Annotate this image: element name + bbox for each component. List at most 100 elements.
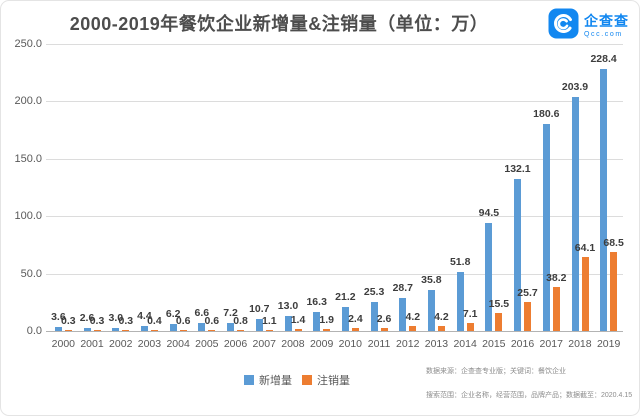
bar-new-additions-2002 (112, 327, 120, 331)
x-axis-label-2012: 2012 (396, 338, 420, 350)
y-axis-label-100.0: 100.0 (14, 210, 42, 223)
qcc-logo-name: 企查查 (584, 13, 629, 29)
gridline-150.0 (46, 158, 623, 160)
x-axis-label-2013: 2013 (424, 338, 449, 350)
bar-new-additions-2000 (54, 326, 62, 331)
bar-deregistrations-2000 (64, 329, 72, 331)
bar-new-additions-2017 (542, 123, 550, 331)
x-axis-label-2002: 2002 (109, 338, 133, 350)
data-label-new-additions-2004: 6.2 (165, 307, 181, 320)
chart-title: 2000-2019年餐饮企业新增量&注销量（单位：万） (69, 14, 489, 34)
data-label-deregistrations-2011: 2.6 (376, 313, 392, 325)
bar-new-additions-2007 (255, 318, 263, 331)
bar-new-additions-2001 (83, 328, 91, 331)
x-axis-label-2008: 2008 (281, 338, 305, 350)
data-label-new-additions-2009: 16.3 (306, 296, 327, 309)
bar-deregistrations-2011 (380, 328, 388, 331)
data-label-deregistrations-2008: 1.4 (290, 314, 306, 327)
bar-deregistrations-2009 (323, 328, 331, 331)
x-axis-label-2000: 2000 (51, 338, 76, 350)
bar-new-additions-2004 (169, 323, 177, 331)
x-axis-label-2011: 2011 (367, 338, 391, 350)
gridline-100.0 (46, 216, 623, 218)
legend-item-deregistrations: 注销量 (302, 372, 350, 388)
data-label-deregistrations-2003: 0.4 (147, 314, 162, 327)
gridline-50.0 (46, 273, 623, 275)
data-label-deregistrations-2005: 0.6 (204, 314, 220, 327)
x-axis-label-2005: 2005 (195, 338, 219, 350)
bar-deregistrations-2002 (122, 329, 130, 331)
x-axis-label-2004: 2004 (166, 338, 190, 350)
bar-new-additions-2003 (140, 325, 148, 331)
bar-deregistrations-2016 (524, 301, 531, 331)
data-label-deregistrations-2014: 7.1 (462, 307, 478, 320)
data-label-deregistrations-2019: 68.5 (603, 237, 624, 250)
data-label-deregistrations-2007: 1.1 (261, 314, 277, 327)
x-axis-label-2010: 2010 (338, 338, 363, 350)
gridline-200.0 (46, 101, 623, 103)
bar-new-additions-2018 (571, 96, 579, 331)
bar-new-additions-2006 (227, 322, 234, 331)
x-axis-label-2009: 2009 (309, 338, 334, 350)
bar-deregistrations-2005 (208, 329, 216, 331)
data-label-deregistrations-2013: 4.2 (434, 311, 449, 324)
footnotes: 数据来源：企查查专业版；关键词：餐饮企业 搜索范围：企业名称，经营范围，品牌产品… (426, 367, 636, 401)
x-axis-label-2003: 2003 (137, 338, 162, 350)
data-label-deregistrations-2017: 38.2 (546, 272, 567, 285)
bar-new-additions-2011 (370, 302, 378, 331)
y-axis-label-50.0: 50.0 (20, 267, 42, 280)
bar-deregistrations-2019 (610, 252, 618, 331)
data-label-deregistrations-2001: 0.3 (89, 314, 105, 327)
bar-deregistrations-2008 (294, 329, 302, 331)
qcc-logo-domain: Qcc.com (584, 31, 623, 38)
data-label-new-additions-2015: 94.5 (478, 206, 500, 219)
data-label-new-additions-2018: 203.9 (561, 80, 589, 93)
qcc-logo-icon (548, 8, 579, 44)
bar-deregistrations-2004 (179, 329, 187, 331)
bar-deregistrations-2017 (552, 287, 560, 331)
data-label-new-additions-2007: 10.7 (249, 302, 270, 315)
data-label-deregistrations-2000: 0.3 (60, 314, 76, 327)
data-label-new-additions-2005: 6.6 (194, 307, 210, 320)
data-label-deregistrations-2004: 0.6 (175, 314, 191, 327)
qcc-logo-text: 企查查 Qcc.com (584, 14, 629, 38)
bar-new-additions-2005 (198, 323, 206, 331)
gridline-250.0 (46, 44, 623, 45)
data-label-new-additions-2014: 51.8 (449, 255, 471, 268)
footnote-search-scope: 搜索范围：企业名称，经营范围，品牌产品；数据截至：2020.4.15 (426, 392, 633, 399)
data-label-new-additions-2010: 21.2 (335, 290, 356, 303)
x-axis-label-2001: 2001 (80, 338, 104, 350)
data-label-new-additions-2006: 7.2 (223, 306, 238, 319)
data-label-new-additions-2019: 228.4 (590, 52, 617, 65)
legend-swatch-new-additions (244, 375, 254, 385)
x-axis-label-2006: 2006 (223, 338, 248, 350)
y-axis-label-150.0: 150.0 (14, 152, 42, 165)
bar-deregistrations-2010 (351, 328, 359, 331)
x-axis-label-2014: 2014 (453, 338, 477, 350)
footnote-data-source: 数据来源：企查查专业版；关键词：餐饮企业 (426, 368, 566, 375)
bar-new-additions-2012 (399, 298, 407, 331)
y-axis-label-200.0: 200.0 (14, 95, 42, 108)
y-axis-label-0.0: 0.0 (26, 325, 42, 337)
qcc-logo: 企查查 Qcc.com (548, 8, 629, 44)
bar-deregistrations-2001 (93, 329, 101, 331)
legend-label-deregistrations: 注销量 (317, 375, 350, 387)
data-label-new-additions-2002: 3.0 (108, 311, 124, 324)
bar-new-additions-2013 (427, 289, 435, 331)
bar-deregistrations-2006 (237, 329, 244, 331)
data-label-new-additions-2001: 2.6 (79, 312, 95, 324)
legend-swatch-deregistrations (302, 375, 312, 385)
data-label-deregistrations-2015: 15.5 (488, 298, 510, 311)
chart-legend: 新增量 注销量 (244, 372, 350, 388)
data-label-new-additions-2008: 13.0 (277, 300, 299, 313)
bar-new-additions-2016 (514, 179, 521, 331)
legend-label-new-additions: 新增量 (259, 375, 292, 387)
bar-new-additions-2015 (485, 222, 493, 331)
data-label-new-additions-2013: 35.8 (421, 273, 442, 286)
data-label-new-additions-2003: 4.4 (137, 309, 152, 322)
data-label-new-additions-2012: 28.7 (392, 282, 414, 295)
bar-new-additions-2008 (284, 316, 292, 331)
data-label-deregistrations-2009: 1.9 (319, 313, 334, 326)
